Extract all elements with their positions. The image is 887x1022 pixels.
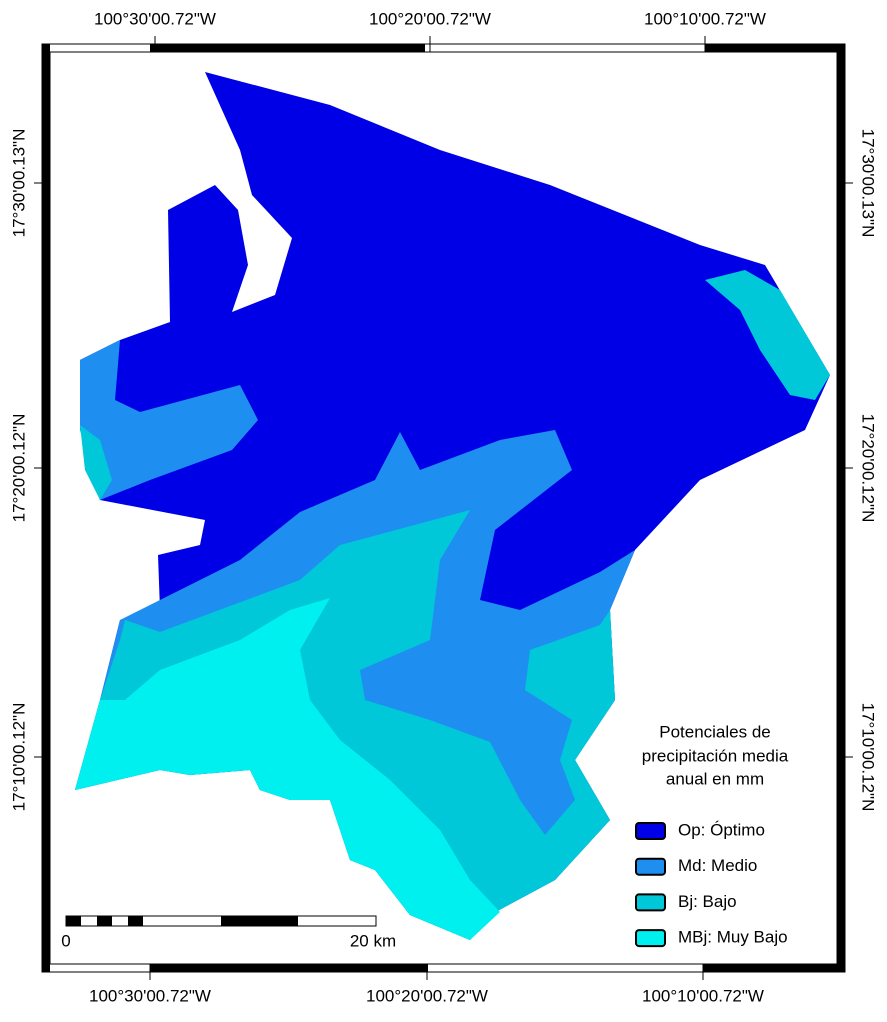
legend-title: anual en mm bbox=[666, 769, 764, 788]
legend-swatch bbox=[635, 929, 666, 948]
legend-title: Potenciales de bbox=[659, 722, 771, 741]
zone-bajo bbox=[705, 270, 830, 400]
coordinate-label: 100°10'00.72"W bbox=[642, 986, 764, 1005]
scale-label: 20 km bbox=[350, 931, 396, 950]
zone-muy-bajo bbox=[75, 598, 500, 940]
scale-bar bbox=[65, 915, 377, 927]
legend-label: Md: Medio bbox=[678, 856, 757, 875]
frame-bands bbox=[42, 44, 845, 972]
legend-title: precipitación media bbox=[642, 746, 789, 765]
coordinate-label: 17°30'00.13"N bbox=[859, 129, 878, 238]
legend-swatch bbox=[635, 857, 666, 876]
zone-medio bbox=[80, 340, 258, 500]
legend: Op: Óptimo Md: Medio Bj: Bajo MBj: Muy Bajo bbox=[635, 820, 788, 948]
legend-label: Bj: Bajo bbox=[678, 892, 737, 911]
coordinate-label: 17°10'00.12"N bbox=[9, 703, 28, 812]
zone-bajo bbox=[75, 510, 615, 940]
legend-label: MBj: Muy Bajo bbox=[678, 928, 788, 947]
legend-swatch bbox=[635, 822, 666, 840]
coordinate-label: 100°20'00.72"W bbox=[366, 986, 488, 1005]
scale-label: 0 bbox=[61, 931, 70, 950]
zone-bajo bbox=[80, 425, 112, 500]
coordinate-label: 17°20'00.12"N bbox=[859, 414, 878, 523]
coordinate-label: 17°10'00.12"N bbox=[859, 703, 878, 812]
coordinate-label: 100°30'00.72"W bbox=[94, 9, 216, 28]
coordinate-label: 17°30'00.13"N bbox=[9, 129, 28, 238]
coordinate-label: 100°20'00.72"W bbox=[369, 9, 491, 28]
legend-label: Op: Óptimo bbox=[678, 820, 765, 839]
legend-swatch bbox=[635, 893, 666, 912]
frame-ticks bbox=[34, 36, 853, 980]
coordinate-label: 100°10'00.72"W bbox=[644, 9, 766, 28]
coordinate-label: 17°20'00.12"N bbox=[9, 414, 28, 523]
coordinate-label: 100°30'00.72"W bbox=[89, 986, 211, 1005]
